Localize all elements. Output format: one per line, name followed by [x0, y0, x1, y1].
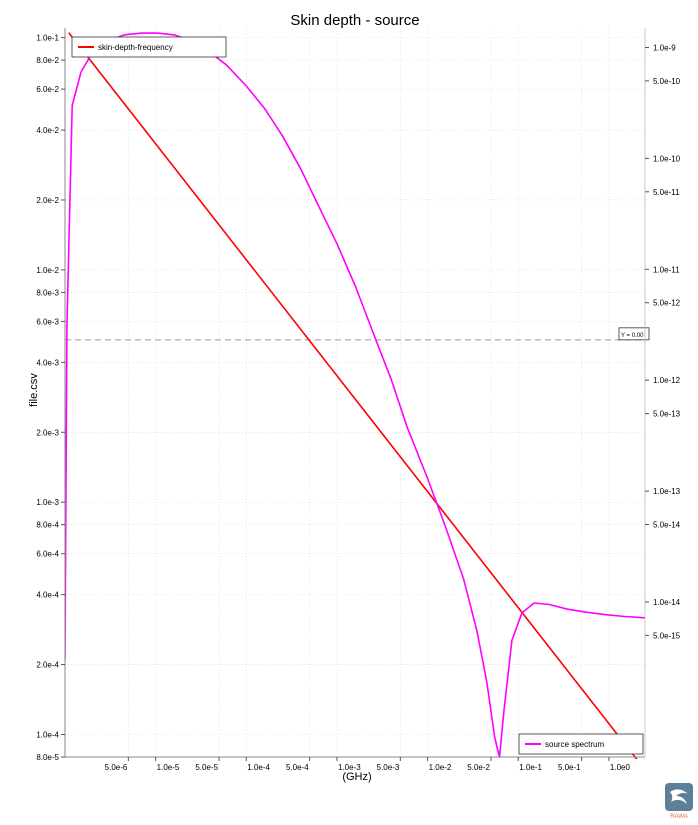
- x-tick-label: 1.0e-5: [157, 763, 180, 772]
- y-left-tick-label: 8.0e-4: [36, 521, 59, 530]
- y-left-tick-label: 4.0e-3: [36, 358, 59, 367]
- y-left-tick-label: 6.0e-2: [36, 85, 59, 94]
- legend-box: [71, 36, 227, 58]
- y-left-tick-label: 6.0e-4: [36, 550, 59, 559]
- y-left-tick-label: 2.0e-2: [36, 196, 59, 205]
- y-right-tick-label: 1.0e-10: [653, 154, 681, 163]
- y-left-tick-label: 2.0e-3: [36, 428, 59, 437]
- y-right-tick-label: 1.0e-14: [653, 598, 681, 607]
- y-right-tick-label: 1.0e-11: [653, 265, 680, 274]
- y-left-tick-label: 4.0e-2: [36, 126, 59, 135]
- legend-label: source spectrum: [545, 740, 604, 749]
- y-right-tick-label: 1.0e-9: [653, 44, 676, 53]
- reference-line-group: Y = 0.00: [65, 327, 650, 341]
- x-tick-label: 5.0e-4: [286, 763, 309, 772]
- x-tick-label: 1.0e-1: [519, 763, 542, 772]
- x-tick-label: 1.0e-2: [429, 763, 452, 772]
- legend-label: skin-depth-frequency: [98, 43, 173, 52]
- y-left-tick-label: 8.0e-5: [36, 753, 59, 762]
- app-logo-icon: RAWA: [665, 783, 693, 820]
- y-right-tick-label: 1.0e-12: [653, 376, 681, 385]
- x-axis-label: (GHz): [342, 771, 371, 783]
- y-left-tick-label: 8.0e-2: [36, 56, 59, 65]
- x-tick-label: 1.0e0: [610, 763, 631, 772]
- y-right-tick-label: 1.0e-13: [653, 487, 681, 496]
- y-right-tick-label: 5.0e-14: [653, 520, 681, 529]
- y-left-tick-label: 1.0e-2: [36, 266, 59, 275]
- x-tick-label: 5.0e-5: [195, 763, 218, 772]
- y-left-tick-label: 4.0e-4: [36, 591, 59, 600]
- y-left-tick-label: 1.0e-3: [36, 498, 59, 507]
- x-tick-label: 5.0e-6: [105, 763, 128, 772]
- chart-title: Skin depth - source: [290, 12, 419, 29]
- x-tick-label: 1.0e-4: [247, 763, 270, 772]
- y-right-tick-label: 5.0e-13: [653, 410, 681, 419]
- y-left-tick-label: 2.0e-4: [36, 661, 59, 670]
- y-right-tick-label: 5.0e-10: [653, 77, 681, 86]
- y-axis-label: file.csv: [28, 373, 40, 407]
- y-right-tick-label: 5.0e-12: [653, 299, 681, 308]
- legend-box: [518, 733, 644, 755]
- x-tick-label: 5.0e-2: [467, 763, 490, 772]
- app-logo-text: RAWA: [670, 814, 688, 820]
- series-group: [65, 32, 645, 759]
- y-left-tick-label: 8.0e-3: [36, 288, 59, 297]
- y-left-tick-label: 1.0e-4: [36, 730, 59, 739]
- reference-line-label: Y = 0.00: [621, 333, 644, 339]
- y-left-tick-label: 1.0e-1: [36, 34, 59, 43]
- axes: 1.0e-1 8.0e-2 6.0e-2 4.0e-2 2.0e-2 1.0e-2 8.0e…: [36, 28, 681, 772]
- y-right-tick-label: 5.0e-11: [653, 188, 680, 197]
- x-tick-label: 5.0e-3: [377, 763, 400, 772]
- legends: skin-depth-frequency source spectrum: [71, 36, 644, 755]
- reference-line-label-box: [618, 327, 650, 341]
- y-right-tick-label: 5.0e-15: [653, 631, 681, 640]
- series-line-1: [65, 32, 645, 758]
- x-tick-label: 5.0e-1: [558, 763, 581, 772]
- x-tick-label: 1.0e-3: [338, 763, 361, 772]
- series-line-0: [68, 32, 638, 759]
- y-left-tick-label: 6.0e-3: [36, 317, 59, 326]
